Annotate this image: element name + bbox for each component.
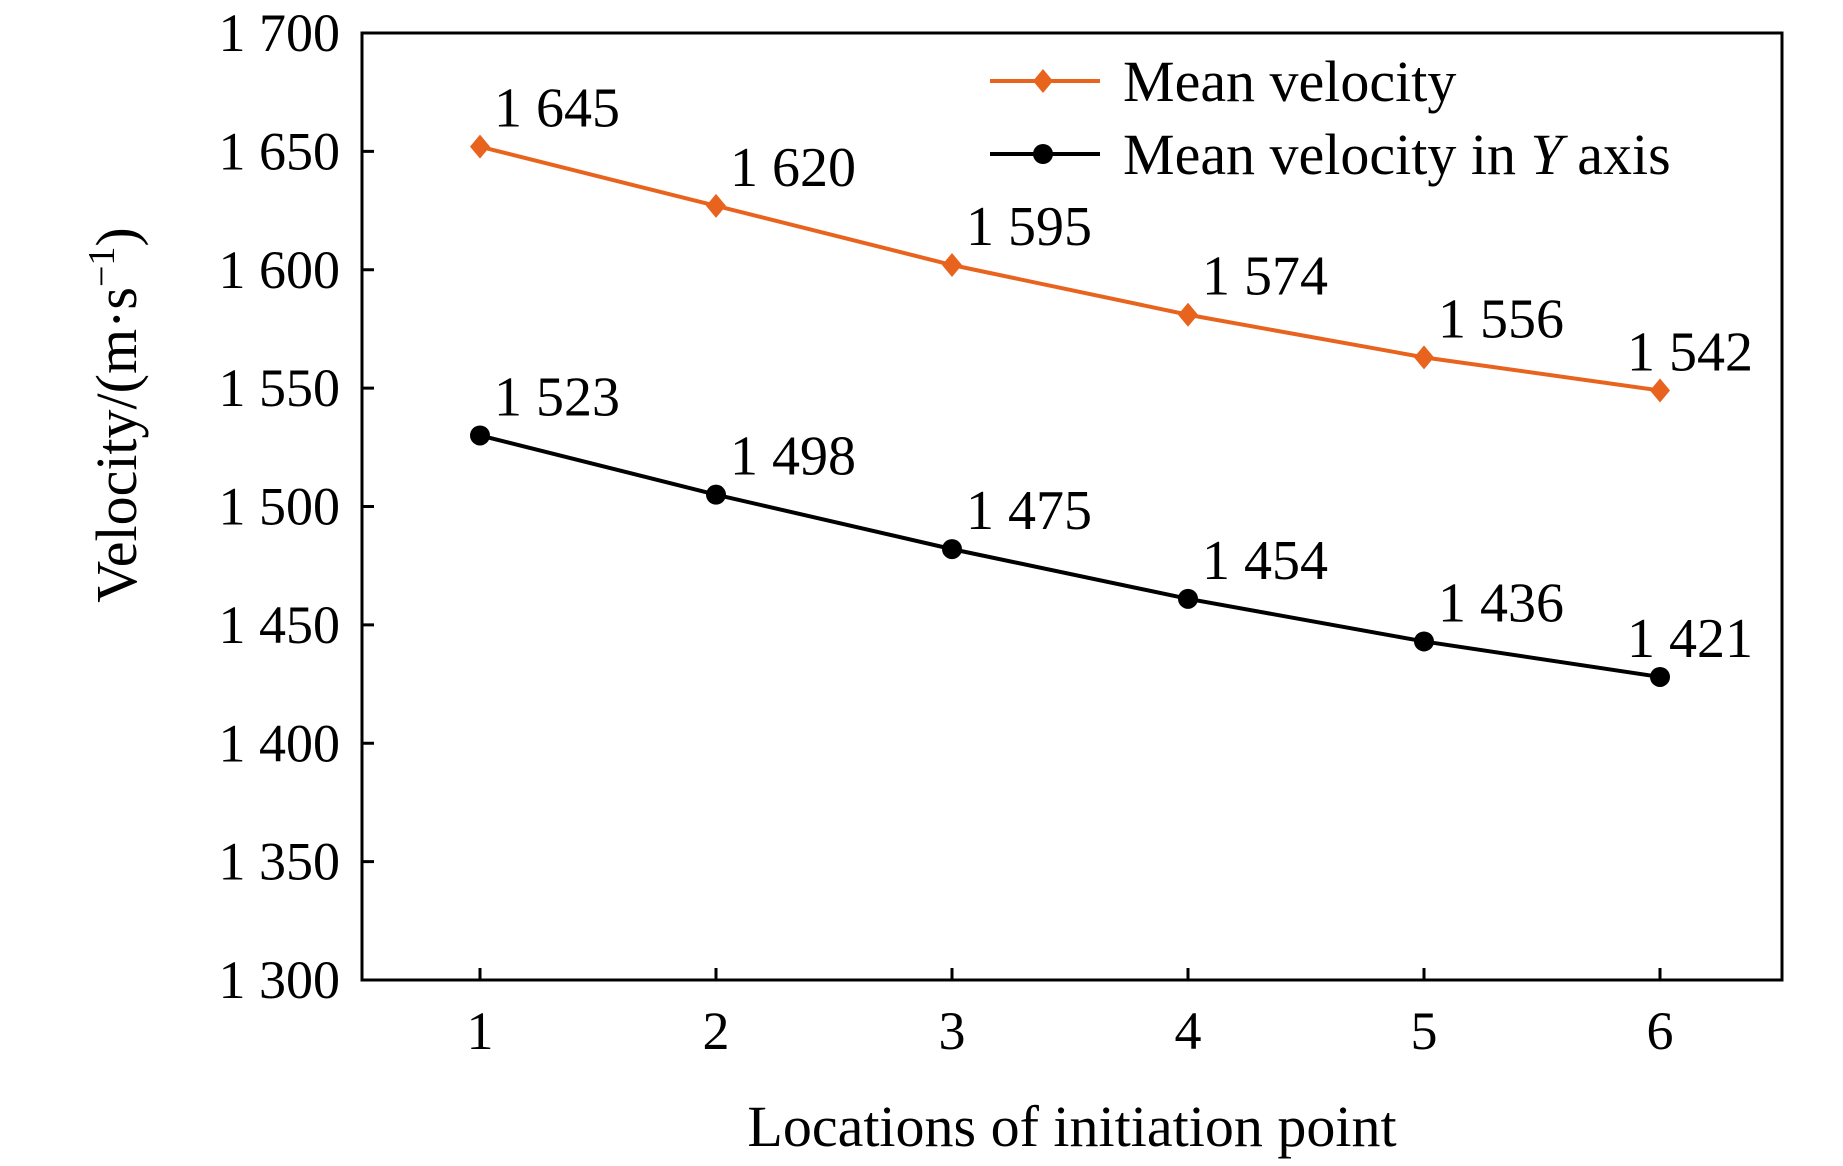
- legend-marker-diamond-icon: [1033, 69, 1053, 93]
- data-point-diamond: [1178, 302, 1198, 327]
- data-label: 1 542: [1627, 321, 1753, 383]
- y-tick-label: 1 350: [219, 832, 341, 892]
- y-axis-title-sup: −1: [81, 247, 123, 287]
- y-axis-title-main: Velocity/(m·s: [84, 287, 149, 603]
- data-point-circle: [1178, 588, 1198, 609]
- data-label: 1 595: [966, 196, 1092, 258]
- y-axis-ticks: 1 300 1 350 1 400 1 450 1 500 1 550 1 600 1 650…: [219, 3, 374, 1010]
- legend-label-suffix: axis: [1563, 122, 1671, 187]
- data-label: 1 645: [494, 78, 620, 140]
- y-tick-label: 1 500: [219, 477, 341, 537]
- svg-text:Velocity/(m·s−1): Velocity/(m·s−1): [81, 227, 149, 602]
- series-line: [479, 144, 1661, 393]
- data-point-circle: [1650, 666, 1670, 687]
- x-tick-label: 2: [703, 1001, 730, 1061]
- data-label: 1 556: [1438, 288, 1564, 350]
- data-point-diamond: [1414, 345, 1434, 370]
- y-tick-label: 1 700: [219, 3, 341, 63]
- data-point-circle: [706, 484, 726, 505]
- data-label: 1 475: [966, 480, 1092, 542]
- data-point-circle: [1414, 631, 1434, 652]
- y-tick-label: 1 300: [219, 950, 341, 1010]
- y-tick-label: 1 650: [219, 121, 341, 181]
- legend: Mean velocity Mean velocity in Y axis: [990, 49, 1671, 187]
- series-mean-velocity-y: 1 523 1 498 1 475 1 454 1 436 1 421: [470, 366, 1753, 687]
- y-tick-label: 1 450: [219, 595, 341, 655]
- legend-label-italic-y: Y: [1531, 122, 1569, 187]
- x-tick-label: 4: [1175, 1001, 1202, 1061]
- legend-item-mean-velocity: Mean velocity: [990, 49, 1456, 114]
- data-label: 1 421: [1627, 608, 1753, 670]
- data-label: 1 620: [730, 137, 856, 199]
- x-axis-ticks: 1 2 3 4 5 6: [467, 968, 1674, 1061]
- x-axis-title: Locations of initiation point: [747, 1094, 1396, 1159]
- legend-label-prefix: Mean velocity in: [1123, 122, 1531, 187]
- x-tick-label: 5: [1411, 1001, 1438, 1061]
- data-label: 1 523: [494, 366, 620, 428]
- series-layer: 1 645 1 620 1 595 1 574 1 556 1 542 1 523 1 498…: [470, 78, 1753, 687]
- series-line: [479, 433, 1661, 679]
- data-point-diamond: [706, 193, 726, 218]
- data-point-circle: [470, 425, 490, 446]
- x-tick-label: 6: [1647, 1001, 1674, 1061]
- data-point-diamond: [470, 134, 490, 159]
- y-tick-label: 1 550: [219, 358, 341, 418]
- data-point-diamond: [942, 253, 962, 278]
- y-tick-label: 1 600: [219, 240, 341, 300]
- data-point-diamond: [1650, 378, 1670, 403]
- x-tick-label: 1: [467, 1001, 494, 1061]
- data-label: 1 498: [730, 426, 856, 488]
- data-point-circle: [942, 539, 962, 560]
- data-label: 1 436: [1438, 572, 1564, 634]
- y-axis-title-close: ): [84, 227, 149, 246]
- data-label: 1 574: [1202, 246, 1328, 308]
- x-tick-label: 3: [939, 1001, 966, 1061]
- legend-item-mean-velocity-y: Mean velocity in Y axis: [990, 122, 1671, 187]
- y-tick-label: 1 400: [219, 713, 341, 773]
- data-label: 1 454: [1202, 530, 1328, 592]
- legend-label-mean-velocity-y: Mean velocity in Y axis: [1123, 122, 1671, 187]
- legend-marker-circle-icon: [1033, 144, 1053, 164]
- series-mean-velocity: 1 645 1 620 1 595 1 574 1 556 1 542: [470, 78, 1753, 403]
- y-axis-title: Velocity/(m·s−1): [81, 227, 149, 602]
- legend-label-mean-velocity: Mean velocity: [1123, 49, 1456, 114]
